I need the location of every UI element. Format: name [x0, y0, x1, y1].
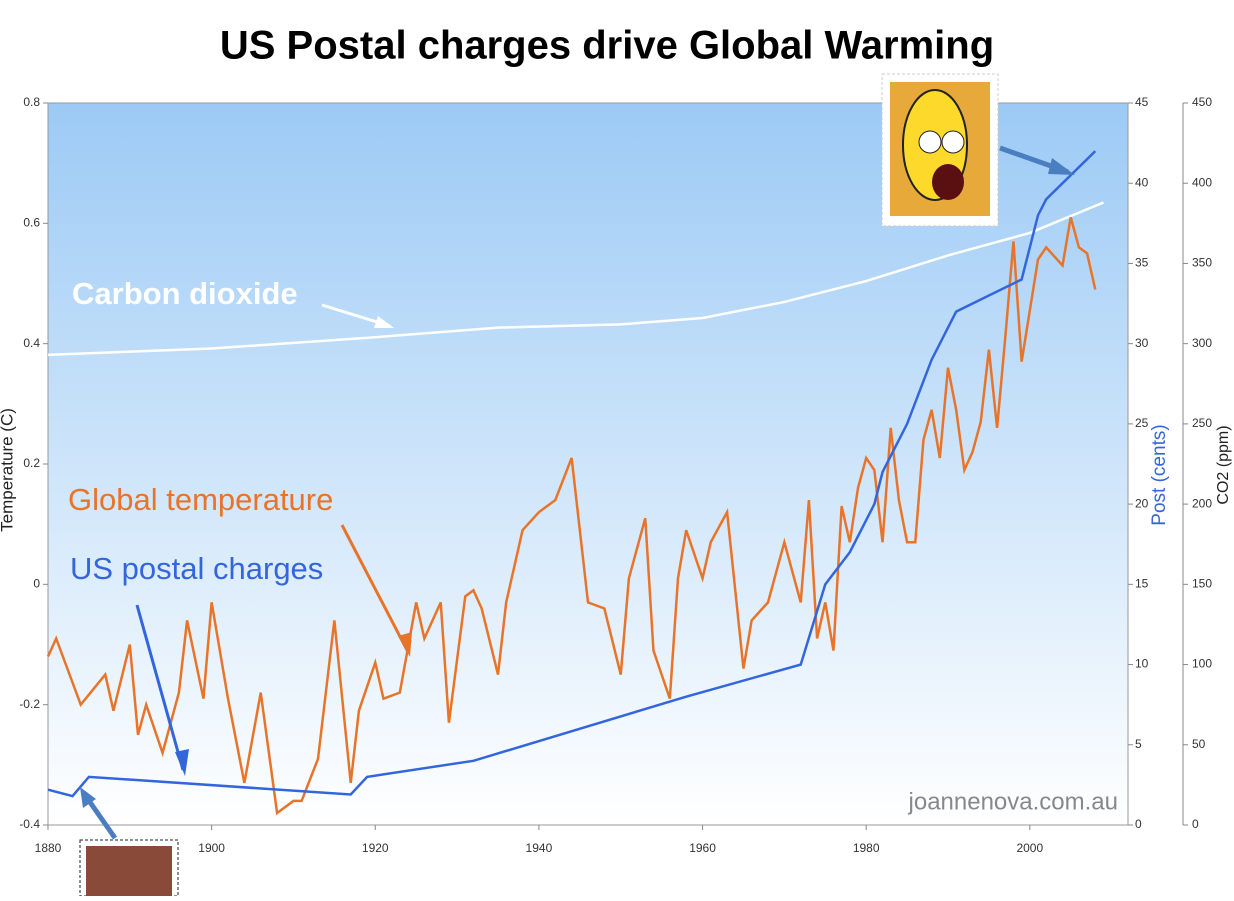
x-tick-label: 2000	[1016, 841, 1043, 855]
y2ticks-label: 10	[1135, 657, 1149, 671]
series-label: Carbon dioxide	[72, 276, 298, 311]
y2ticks-label: 15	[1135, 577, 1149, 591]
yticks-label: 0	[33, 577, 40, 591]
series-line	[46, 216, 1097, 816]
arrows	[80, 145, 1075, 840]
yticks-label: 0.2	[23, 456, 40, 470]
watermark: joannenova.com.au	[908, 788, 1118, 815]
stamp	[79, 839, 179, 897]
y2ticks-label: 20	[1135, 496, 1149, 510]
x-tick-label: 1880	[35, 841, 62, 855]
x-tick-label: 1940	[526, 841, 553, 855]
y-axis-label: Temperature (C)	[0, 408, 16, 532]
y3ticks-label: 100	[1192, 657, 1212, 671]
yticks-label: 0.8	[23, 95, 40, 109]
y2ticks-label: 30	[1135, 336, 1149, 350]
x-tick-label: 1900	[198, 841, 225, 855]
yticks-label: 0.4	[23, 336, 40, 350]
y2-axis-label: Post (cents)	[1149, 424, 1170, 525]
stamp	[881, 73, 999, 227]
y3ticks-label: 150	[1192, 577, 1212, 591]
y2ticks-label: 45	[1135, 95, 1149, 109]
yticks-label: 0.6	[23, 216, 40, 230]
y3ticks-label: 350	[1192, 256, 1212, 270]
y2ticks-label: 40	[1135, 175, 1149, 189]
series-line	[47, 201, 1104, 357]
y3-axis-label: CO2 (ppm)	[1215, 425, 1232, 504]
y3ticks-label: 400	[1192, 175, 1212, 189]
x-tick-label: 1920	[362, 841, 389, 855]
y2ticks-label: 35	[1135, 256, 1149, 270]
series-line	[47, 150, 1097, 798]
y3ticks-label: 300	[1192, 336, 1212, 350]
y2ticks-label: 25	[1135, 416, 1149, 430]
y2ticks-label: 5	[1135, 737, 1142, 751]
y2ticks-label: 0	[1135, 817, 1142, 831]
x-tick-label: 1960	[689, 841, 716, 855]
y3ticks-label: 450	[1192, 95, 1212, 109]
x-tick-label: 1980	[853, 841, 880, 855]
yticks-label: -0.2	[19, 697, 40, 711]
y3ticks-label: 0	[1192, 817, 1199, 831]
series-label: US postal charges	[70, 551, 323, 586]
chart-title: US Postal charges drive Global Warming	[220, 24, 994, 68]
series-label: Global temperature	[68, 482, 333, 517]
yticks-label: -0.4	[19, 817, 40, 831]
y3ticks-label: 250	[1192, 416, 1212, 430]
y3ticks-label: 200	[1192, 496, 1212, 510]
y3ticks-label: 50	[1192, 737, 1206, 751]
